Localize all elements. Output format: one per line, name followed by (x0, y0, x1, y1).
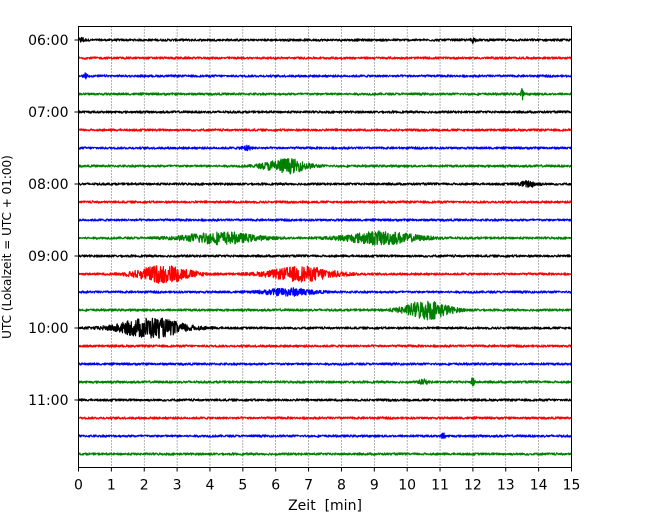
y-axis: 06:00 07:00 08:00 09:00 10:00 11:00 (28, 33, 79, 409)
x-tick-label: 0 (74, 478, 83, 494)
x-axis-label: Zeit [min] (288, 498, 362, 514)
trace-1100 (78, 398, 572, 402)
trace-1130 (78, 432, 573, 440)
trace-0800 (78, 180, 573, 188)
trace-0700 (78, 110, 572, 114)
y-tick-label: 10:00 (28, 321, 68, 337)
x-tick-label: 10 (398, 478, 416, 494)
trace-0830 (77, 218, 573, 222)
trace-0630 (77, 72, 573, 80)
x-tick-label: 8 (337, 478, 346, 494)
x-tick-label: 3 (173, 478, 182, 494)
trace-0645 (78, 88, 573, 101)
x-tick-label: 2 (140, 478, 149, 494)
trace-0915 (77, 265, 573, 284)
trace-1030 (78, 362, 572, 366)
x-tick-label: 4 (206, 478, 215, 494)
trace-0745 (77, 158, 573, 175)
x-tick-label: 11 (431, 478, 449, 494)
trace-0815 (77, 200, 572, 204)
plot-frame (78, 26, 572, 468)
trace-0945 (78, 300, 573, 321)
trace-0730 (77, 144, 573, 152)
trace-1145 (77, 452, 573, 456)
trace-0845 (77, 230, 573, 246)
trace-0930 (77, 287, 573, 297)
y-axis-label: UTC (Lokalzeit = UTC + 01:00) (0, 155, 14, 339)
y-tick-label: 11:00 (28, 393, 68, 409)
trace-0600 (77, 36, 573, 44)
trace-layer (77, 36, 573, 456)
x-tick-label: 5 (238, 478, 247, 494)
trace-0615 (77, 56, 573, 60)
x-tick-label: 9 (370, 478, 379, 494)
x-tick-label: 6 (271, 478, 280, 494)
x-tick-label: 7 (304, 478, 313, 494)
trace-0900 (78, 254, 573, 258)
y-tick-label: 08:00 (28, 177, 68, 193)
y-tick-label: 07:00 (28, 105, 68, 121)
x-axis: 0 1 2 3 4 5 6 7 8 9 10 11 12 13 14 15 (74, 467, 581, 494)
trace-1015 (78, 344, 572, 348)
trace-0715 (77, 128, 573, 132)
y-tick-label: 09:00 (28, 249, 68, 265)
trace-1115 (77, 416, 572, 420)
trace-1000 (78, 317, 573, 339)
x-tick-label: 13 (497, 478, 515, 494)
x-tick-label: 15 (563, 478, 581, 494)
y-tick-label: 06:00 (28, 33, 68, 49)
x-tick-label: 1 (107, 478, 116, 494)
x-tick-label: 14 (530, 478, 548, 494)
trace-1045 (77, 377, 573, 387)
x-tick-label: 12 (464, 478, 482, 494)
